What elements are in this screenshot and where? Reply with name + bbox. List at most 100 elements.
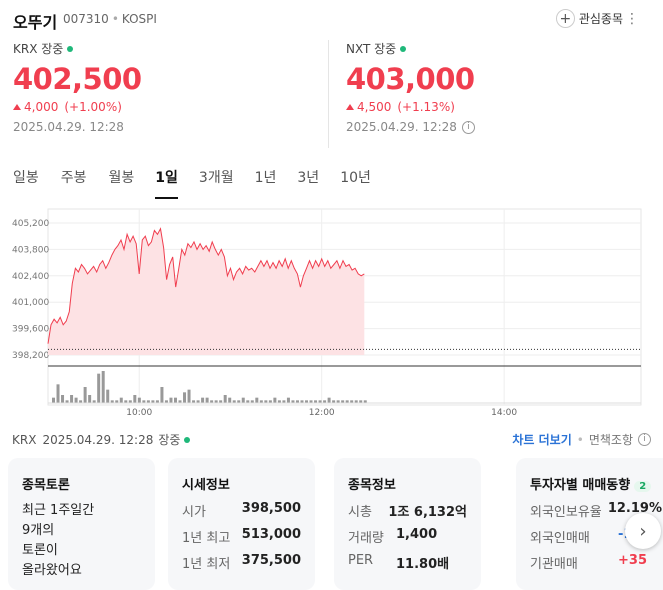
volume-bar <box>106 389 110 403</box>
row-key: 1년 최고 <box>182 531 231 546</box>
separator-dot: • <box>111 12 119 26</box>
info-row: 1년 최고 513,000 <box>182 527 301 546</box>
market-info-card[interactable]: 시세정보 시가 398,500 1년 최고 513,000 1년 최저 375,500 <box>168 458 315 590</box>
volume-bar <box>250 400 254 403</box>
volume-bar <box>115 400 119 403</box>
volume-bar <box>151 400 155 403</box>
tab-monthly[interactable]: 월봉 <box>108 170 135 186</box>
nxt-change: 4,500 (+1.13%) <box>346 100 646 114</box>
status-market: KRX <box>12 432 37 447</box>
nxt-label-text: NXT 장중 <box>346 42 397 56</box>
volume-bar <box>332 400 336 403</box>
volume-bar <box>183 392 187 403</box>
volume-bar <box>363 400 367 403</box>
discussion-text: 최근 1주일간 9개의 토론이 올라왔어요 <box>22 501 141 581</box>
volume-bar <box>291 400 295 403</box>
tab-daily[interactable]: 일봉 <box>13 170 39 186</box>
volume-bar <box>101 371 105 403</box>
volume-bar <box>286 397 290 403</box>
up-triangle-icon <box>13 104 21 110</box>
volume-bar <box>65 400 69 403</box>
info-icon[interactable]: i <box>638 433 651 446</box>
volume-bar <box>277 400 281 403</box>
nxt-timestamp-text: 2025.04.29. 12:28 <box>346 120 457 134</box>
stock-name: 오뚜기 <box>13 13 58 32</box>
volume-bar <box>137 397 141 403</box>
volume-bar <box>314 400 318 403</box>
volume-bar <box>345 400 349 403</box>
up-triangle-icon <box>346 104 354 110</box>
chart-status-row: KRX 2025.04.29. 12:28 장중 차트 더보기 • 면책조항 i <box>12 431 651 447</box>
row-value: 12.19% <box>607 501 662 516</box>
disclaimer-link[interactable]: 면책조항 <box>588 433 633 447</box>
volume-bar <box>155 400 159 403</box>
volume-bar <box>246 400 250 403</box>
nxt-market-label: NXT 장중 <box>346 40 646 57</box>
volume-bar <box>92 400 96 403</box>
volume-bar <box>61 395 65 403</box>
tab-weekly[interactable]: 주봉 <box>60 170 87 186</box>
volume-bar <box>300 400 304 403</box>
volume-bar <box>282 400 286 403</box>
volume-bar <box>124 400 128 403</box>
stock-info-card[interactable]: 종목정보 시총 1조 6,132억 거래량 1,400 PER 11.80배 <box>334 458 481 590</box>
card-title: 종목정보 <box>348 478 396 493</box>
volume-bar <box>164 400 168 403</box>
volume-bar <box>169 397 173 403</box>
volume-bar <box>305 400 309 403</box>
chart-more-link[interactable]: 차트 더보기 <box>512 433 572 447</box>
y-tick-label: 402,400 <box>12 272 49 282</box>
x-tick-label: 14:00 <box>491 408 517 418</box>
volume-bar <box>268 400 272 403</box>
tab-10year[interactable]: 10년 <box>340 170 371 186</box>
volume-bar <box>88 395 92 403</box>
price-area <box>48 228 365 355</box>
intraday-chart[interactable]: 405,200 403,800 402,400 401,000 399,600 398,2… <box>0 205 663 420</box>
krx-label-text: KRX 장중 <box>13 42 64 56</box>
count-badge: 2 <box>634 481 652 492</box>
more-vertical-icon[interactable]: ⋮ <box>625 11 639 27</box>
volume-bar <box>128 400 132 403</box>
nxt-price: 403,000 <box>346 62 475 96</box>
discussion-line: 토론이 <box>22 543 58 558</box>
volume-bar <box>74 397 78 403</box>
intraday-chart-svg: 405,200 403,800 402,400 401,000 399,600 398,2… <box>12 208 642 418</box>
y-tick-label: 405,200 <box>12 219 49 229</box>
row-key: 기관매매 <box>530 557 578 572</box>
watchlist-button[interactable]: + 관심종목 <box>555 9 623 28</box>
volume-bar <box>273 397 277 403</box>
volume-bar <box>201 397 205 403</box>
volume-bar <box>210 400 214 403</box>
x-tick-label: 12:00 <box>309 408 335 418</box>
krx-timestamp: 2025.04.29. 12:28 <box>13 120 124 134</box>
stock-info-rows: 시총 1조 6,132억 거래량 1,400 PER 11.80배 <box>348 501 467 572</box>
next-card-button[interactable]: › <box>625 513 661 549</box>
info-icon[interactable]: i <box>461 120 475 134</box>
tab-3month[interactable]: 3개월 <box>198 170 234 186</box>
stock-code: 007310 <box>63 12 109 26</box>
volume-bar <box>79 400 83 403</box>
tab-1day[interactable]: 1일 <box>155 167 178 199</box>
nxt-change-value: 4,500 <box>357 100 392 114</box>
watchlist-label: 관심종목 <box>578 12 623 26</box>
tab-3year[interactable]: 3년 <box>297 170 320 186</box>
volume-bar <box>119 397 123 403</box>
info-row: 외국인보유율 12.19% <box>530 501 662 520</box>
row-key: 거래량 <box>348 531 384 546</box>
volume-bar <box>318 400 322 403</box>
row-key: PER <box>348 553 374 568</box>
live-status-dot <box>67 45 74 52</box>
volume-bar <box>223 395 227 403</box>
chart-status-left: KRX 2025.04.29. 12:28 장중 <box>12 431 191 448</box>
volume-bar <box>142 400 146 403</box>
krx-market-label: KRX 장중 <box>13 40 313 57</box>
period-tabs: 일봉 주봉 월봉 1일 3개월 1년 3년 10년 <box>13 167 371 199</box>
volume-bar <box>192 400 196 403</box>
discussion-card[interactable]: 종목토론 최근 1주일간 9개의 토론이 올라왔어요 <box>8 458 155 590</box>
nxt-change-pct: (+1.13%) <box>397 100 455 114</box>
tab-1year[interactable]: 1년 <box>254 170 277 186</box>
volume-bar <box>160 387 164 403</box>
price-line <box>47 227 365 344</box>
stock-market: KOSPI <box>121 12 157 26</box>
stock-meta: 007310 • KOSPI <box>63 12 157 26</box>
